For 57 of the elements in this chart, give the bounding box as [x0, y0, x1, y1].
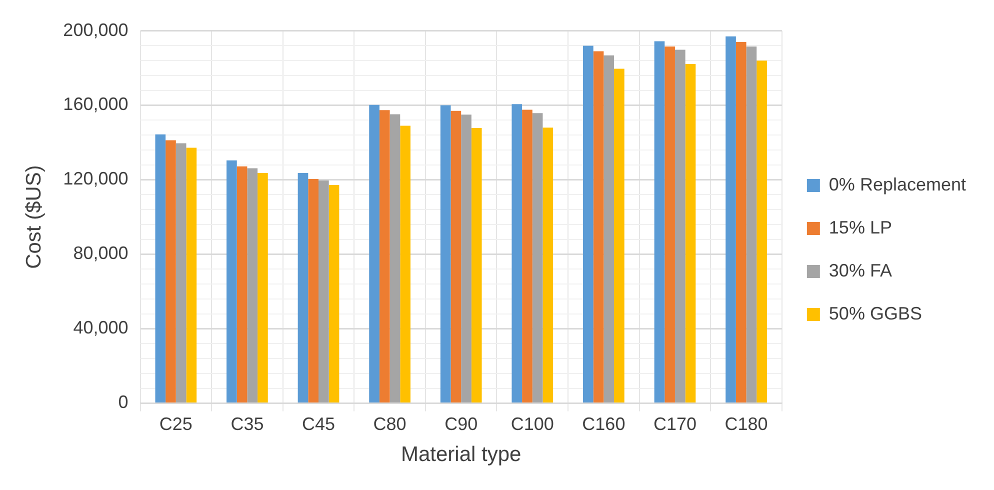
bar [298, 173, 308, 402]
x-tick-label: C80 [373, 414, 406, 434]
bar [186, 148, 197, 402]
bar [166, 140, 176, 402]
bar [328, 184, 340, 402]
bar [664, 46, 675, 402]
bar [450, 110, 462, 402]
y-tick-label: 40,000 [73, 318, 128, 338]
legend-label: 0% Replacement [828, 174, 966, 194]
x-tick-label: C180 [724, 414, 768, 434]
x-tick-label: C170 [653, 414, 696, 434]
x-tick-label: C90 [444, 414, 478, 434]
bar [736, 42, 746, 402]
x-tick-label: C35 [230, 414, 264, 434]
bar [674, 50, 686, 402]
bar [604, 55, 614, 402]
bar [726, 36, 736, 402]
bar [390, 114, 400, 402]
legend-label: 15% LP [828, 217, 892, 238]
bar [308, 179, 319, 402]
legend-label: 50% GGBS [828, 303, 922, 324]
bar [542, 128, 554, 402]
bar [593, 51, 604, 402]
legend-label: 30% FA [828, 260, 892, 280]
y-tick-label: 0 [118, 392, 128, 412]
bar [379, 110, 390, 402]
bar [440, 105, 451, 402]
bar [471, 128, 482, 402]
bar [512, 104, 522, 402]
bar [318, 180, 329, 402]
x-tick-label: C100 [510, 414, 554, 434]
bar [685, 64, 696, 402]
y-axis-title: Cost ($US) [22, 165, 46, 269]
bar [236, 166, 248, 402]
bar [654, 41, 665, 402]
x-axis-title: Material type [400, 443, 522, 466]
x-tick-label: C160 [582, 414, 626, 434]
bar [247, 168, 258, 402]
bar [258, 173, 268, 402]
x-tick-label: C45 [302, 414, 336, 434]
bar [226, 160, 237, 402]
x-tick-label: C25 [159, 414, 192, 434]
y-tick-label: 200,000 [63, 20, 128, 40]
y-tick-label: 80,000 [73, 243, 128, 264]
bar [461, 114, 472, 402]
bar [176, 143, 186, 402]
bar [369, 104, 380, 402]
bar [583, 46, 594, 402]
bar [756, 60, 767, 402]
bar [400, 126, 410, 402]
y-tick-label: 160,000 [63, 94, 128, 114]
bar [155, 134, 166, 402]
bar [532, 113, 543, 402]
bar [522, 110, 532, 402]
bar [614, 68, 624, 402]
bar [746, 46, 757, 402]
y-tick-label: 120,000 [63, 168, 128, 189]
